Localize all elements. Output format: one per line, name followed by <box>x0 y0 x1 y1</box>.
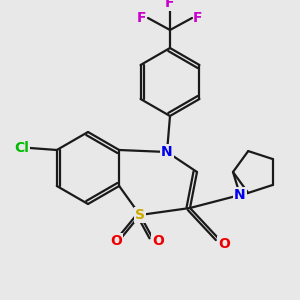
Text: F: F <box>137 11 147 25</box>
Text: N: N <box>161 145 173 159</box>
Text: F: F <box>193 11 203 25</box>
Text: O: O <box>152 234 164 248</box>
Text: S: S <box>135 208 145 222</box>
Text: N: N <box>234 188 246 202</box>
Text: O: O <box>110 234 122 248</box>
Text: F: F <box>165 0 175 10</box>
Text: O: O <box>218 237 230 251</box>
Text: Cl: Cl <box>15 141 29 155</box>
